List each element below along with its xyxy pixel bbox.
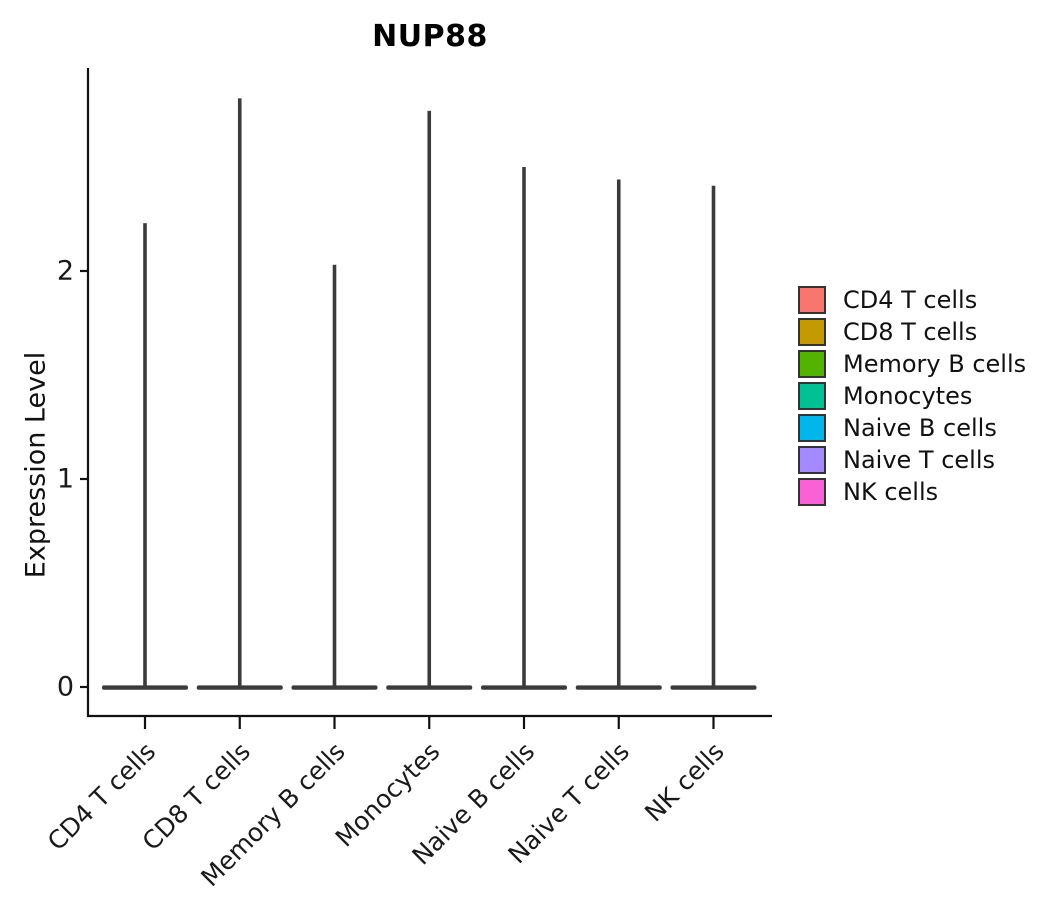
y-tick-label-2: 2 <box>57 256 74 287</box>
violin-spike-naive-t-cells <box>616 179 621 690</box>
legend-color-swatch-naive-b-cells <box>798 414 826 442</box>
violin-spike-nk-cells <box>711 185 716 690</box>
legend-label: CD8 T cells <box>843 318 978 346</box>
x-tick-label-nk-cells: NK cells <box>639 737 730 828</box>
legend-item-naive-t-cells: Naive T cells <box>798 444 1026 476</box>
violin-spike-monocytes <box>427 110 432 690</box>
violin-spike-naive-b-cells <box>522 167 526 690</box>
legend-color-swatch-monocytes <box>798 382 826 410</box>
legend-label: Monocytes <box>843 382 973 410</box>
legend-label: Naive T cells <box>843 446 996 474</box>
legend-color-swatch-memory-b-cells <box>798 350 826 378</box>
legend-item-cd4-t-cells: CD4 T cells <box>798 284 1026 316</box>
legend-color-swatch-nk-cells <box>798 478 826 506</box>
legend-label: NK cells <box>843 478 939 506</box>
legend-label: CD4 T cells <box>843 286 978 314</box>
legend-item-nk-cells: NK cells <box>798 476 1026 508</box>
legend-item-memory-b-cells: Memory B cells <box>798 348 1026 380</box>
legend-label: Naive B cells <box>843 414 997 442</box>
legend-item-cd8-t-cells: CD8 T cells <box>798 316 1026 348</box>
legend-item-monocytes: Monocytes <box>798 380 1026 412</box>
legend-color-swatch-cd8-t-cells <box>798 318 826 346</box>
legend-color-swatch-cd4-t-cells <box>798 286 826 314</box>
violin-spike-cd8-t-cells <box>237 98 242 690</box>
y-tick-label-1: 1 <box>57 464 74 495</box>
y-tick-label-0: 0 <box>57 672 74 703</box>
legend-color-swatch-naive-t-cells <box>798 446 826 474</box>
legend-label: Memory B cells <box>843 350 1027 378</box>
legend-item-naive-b-cells: Naive B cells <box>798 412 1026 444</box>
violin-spike-cd4-t-cells <box>143 223 147 690</box>
plot-title: NUP88 <box>372 19 488 54</box>
legend: CD4 T cells CD8 T cells Memory B cells Mono… <box>798 284 1026 508</box>
violin-spike-memory-b-cells <box>332 264 337 690</box>
